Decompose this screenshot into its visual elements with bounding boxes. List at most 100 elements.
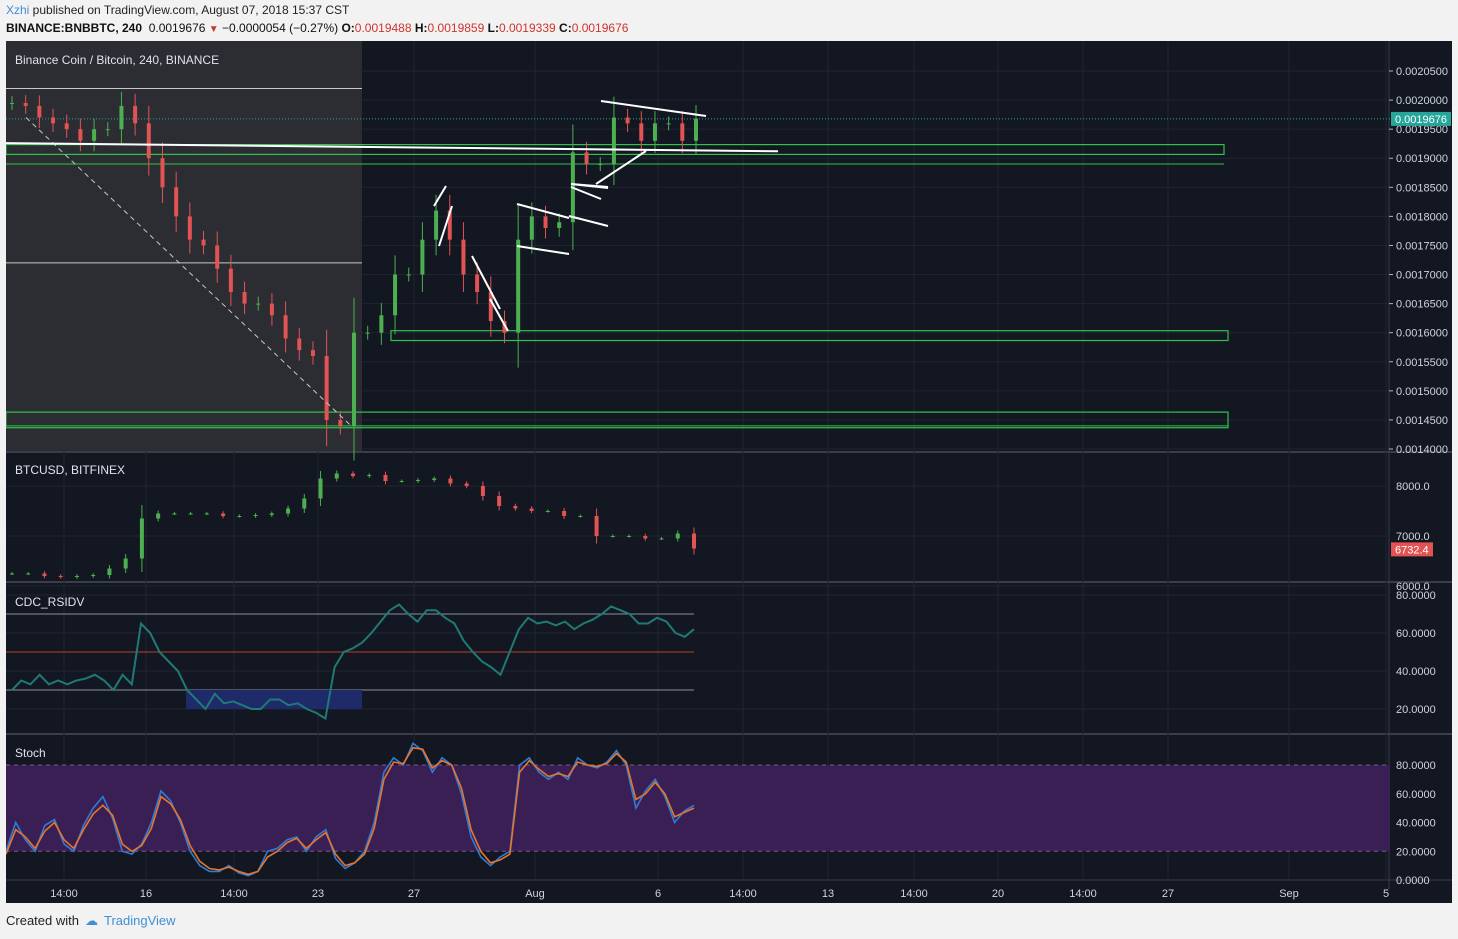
x-tick-label: 20 xyxy=(992,888,1004,900)
btcusd-candle xyxy=(10,573,14,575)
bnbbtc-candle xyxy=(324,355,329,420)
chart-canvas[interactable]: 0.0020500 0.0020000 0.0019500 0.0019000 0.00… xyxy=(5,41,1452,903)
bnbbtc-candle xyxy=(146,123,151,159)
publish-text: published on TradingView.com, August 07,… xyxy=(29,3,350,17)
bnbbtc-candle xyxy=(584,152,589,165)
btcusd-candle xyxy=(172,513,177,515)
stoch-k-line xyxy=(5,742,695,877)
x-tick-label: 23 xyxy=(312,888,324,900)
bnbbtc-candle xyxy=(625,117,630,124)
bnbbtc-candle xyxy=(338,419,343,426)
btcusd-candle xyxy=(594,516,599,536)
bnbbtc-candle xyxy=(447,210,452,240)
y-tick-label: 40.0000 xyxy=(1396,666,1436,678)
btcusd-candle xyxy=(156,513,161,519)
bnbbtc-candle xyxy=(393,274,398,316)
btcusd-candle xyxy=(480,486,485,496)
tradingview-link[interactable]: TradingView xyxy=(103,913,176,928)
bnbbtc-candle xyxy=(23,102,28,106)
y-tick-label: 0.0000 xyxy=(1396,875,1430,887)
x-tick-label: 27 xyxy=(1162,888,1174,900)
bnbbtc-candle xyxy=(215,245,220,269)
btcusd-candle xyxy=(529,508,534,511)
y-tick-label: 7000.0 xyxy=(1396,531,1430,543)
x-tick-label: 16 xyxy=(140,888,152,900)
bnbbtc-candle xyxy=(78,129,83,141)
bnbbtc-candle xyxy=(475,274,480,292)
bnbbtc-candle xyxy=(133,105,138,124)
btcusd-candle xyxy=(578,516,583,517)
bnbbtc-candle xyxy=(666,123,671,125)
y-tick-label: 0.0020500 xyxy=(1396,66,1448,78)
resistance-line xyxy=(5,142,779,153)
btcusd-candle xyxy=(318,478,323,499)
bnbbtc-candle xyxy=(105,129,110,131)
bnbbtc-candle xyxy=(406,274,411,276)
close-label: C: xyxy=(559,21,572,35)
down-arrow-icon: ▼ xyxy=(208,24,219,35)
btcusd-candle xyxy=(448,478,453,484)
publish-line: Xzhi published on TradingView.com, Augus… xyxy=(6,3,349,17)
btcusd-candle xyxy=(42,573,47,576)
bnbbtc-candle xyxy=(461,239,466,275)
btcusd-candle xyxy=(26,573,31,575)
btcusd-candle xyxy=(692,533,696,549)
bnbbtc-candle xyxy=(516,239,521,333)
y-tick-label: 0.0016500 xyxy=(1396,299,1448,311)
low-label: L: xyxy=(487,21,499,35)
bnbbtc-candle xyxy=(228,268,233,292)
btcusd-candle xyxy=(643,536,648,539)
btc-pane-title: BTCUSD, BITFINEX xyxy=(15,463,125,477)
y-tick-label: 0.0015000 xyxy=(1396,386,1448,398)
y-tick-label: 0.0019500 xyxy=(1396,124,1448,136)
btcusd-candle xyxy=(464,483,469,486)
y-tick-label: 8000.0 xyxy=(1396,481,1430,493)
btcusd-candle xyxy=(627,536,632,537)
bnbbtc-candle xyxy=(502,321,507,333)
y-tick-label: 0.0014000 xyxy=(1396,444,1448,456)
bnbbtc-candle xyxy=(680,123,685,141)
bnbbtc-candle xyxy=(256,303,261,305)
last-price-label: 0.0019676 xyxy=(1395,114,1447,126)
bnbbtc-candle xyxy=(297,338,302,351)
tradingview-logo-icon[interactable]: ☁ xyxy=(84,913,98,928)
bnbbtc-candle xyxy=(51,117,56,124)
drawn-trendline xyxy=(438,205,453,247)
bnbbtc-candle xyxy=(269,303,274,316)
chart-svg[interactable]: 0.0020500 0.0020000 0.0019500 0.0019000 0.00… xyxy=(5,41,1452,903)
author-link[interactable]: Xzhi xyxy=(6,3,30,17)
y-tick-label: 60.0000 xyxy=(1396,789,1436,801)
y-tick-label: 6000.0 xyxy=(1396,581,1430,593)
btcusd-candle xyxy=(513,506,518,509)
trend-line xyxy=(25,117,352,427)
btcusd-candle xyxy=(91,575,96,576)
bnbbtc-candle xyxy=(242,291,247,304)
x-tick-label: 14:00 xyxy=(1069,888,1097,900)
bnbbtc-candle xyxy=(598,164,603,166)
bnbbtc-candle xyxy=(611,117,616,165)
bnbbtc-candle xyxy=(694,118,698,141)
close-value: 0.0019676 xyxy=(571,21,629,35)
footer: Created with ☁ TradingView xyxy=(6,913,176,929)
bnbbtc-candle xyxy=(119,105,124,130)
btcusd-candle xyxy=(367,475,372,476)
btcusd-candle xyxy=(545,511,550,512)
x-tick-label: 6 xyxy=(655,888,661,900)
x-tick-label: 14:00 xyxy=(220,888,248,900)
y-tick-label: 0.0017500 xyxy=(1396,240,1448,252)
btc-last-label: 6732.4 xyxy=(1395,544,1429,556)
bnbbtc-candle xyxy=(352,332,356,426)
y-tick-label: 60.0000 xyxy=(1396,628,1436,640)
created-with-text: Created with xyxy=(6,913,79,928)
drawn-trendline xyxy=(489,298,509,332)
btcusd-candle xyxy=(334,473,339,479)
btcusd-candle xyxy=(351,473,355,476)
x-tick-label: 27 xyxy=(408,888,420,900)
bnbbtc-candle xyxy=(92,129,97,141)
high-label: H: xyxy=(414,21,428,35)
btcusd-candle xyxy=(237,516,242,517)
drawn-trendline xyxy=(570,186,602,200)
x-tick-label: 14:00 xyxy=(900,888,928,900)
btcusd-candle xyxy=(188,513,193,515)
